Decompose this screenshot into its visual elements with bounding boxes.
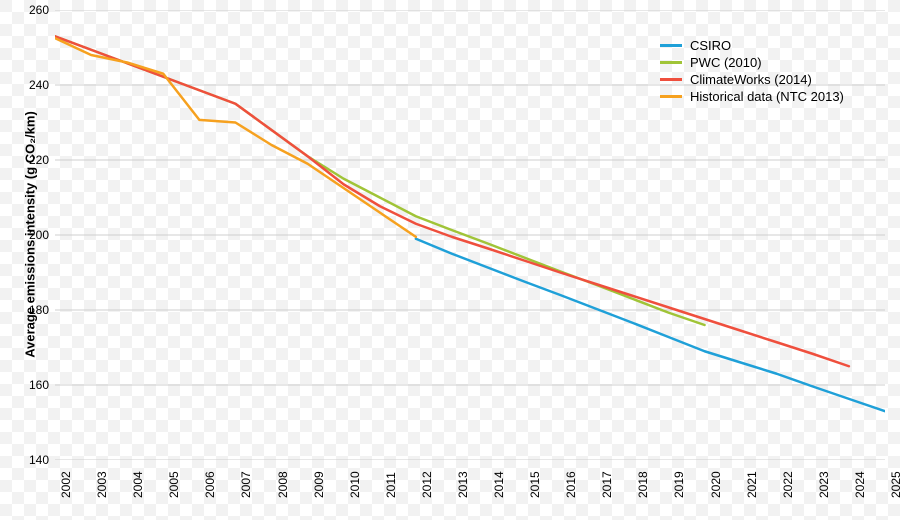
x-tick-label: 2007 — [239, 471, 253, 498]
x-tick-label: 2005 — [167, 471, 181, 498]
legend-label: ClimateWorks (2014) — [690, 72, 812, 87]
x-tick-label: 2025 — [889, 471, 900, 498]
x-tick-label: 2008 — [276, 471, 290, 498]
y-tick-label: 160 — [15, 378, 49, 392]
y-tick-label: 220 — [15, 153, 49, 167]
legend-swatch — [660, 95, 682, 98]
x-tick-label: 2023 — [817, 471, 831, 498]
legend-swatch — [660, 61, 682, 64]
legend-label: PWC (2010) — [690, 55, 762, 70]
legend-item: CSIRO — [660, 38, 844, 53]
legend-label: Historical data (NTC 2013) — [690, 89, 844, 104]
emissions-line-chart: Average emissions intensity (g CO₂/km) C… — [0, 0, 900, 520]
legend-label: CSIRO — [690, 38, 731, 53]
x-tick-label: 2019 — [672, 471, 686, 498]
x-tick-label: 2011 — [384, 472, 398, 498]
x-tick-label: 2006 — [203, 471, 217, 498]
x-tick-label: 2015 — [528, 471, 542, 498]
x-tick-label: 2012 — [420, 471, 434, 498]
legend-swatch — [660, 78, 682, 81]
legend-item: PWC (2010) — [660, 55, 844, 70]
legend-item: ClimateWorks (2014) — [660, 72, 844, 87]
legend-swatch — [660, 44, 682, 47]
x-tick-label: 2004 — [131, 471, 145, 498]
x-tick-label: 2003 — [95, 471, 109, 498]
x-tick-label: 2017 — [600, 471, 614, 498]
x-tick-label: 2009 — [312, 471, 326, 498]
x-tick-label: 2020 — [709, 471, 723, 498]
x-tick-label: 2013 — [456, 471, 470, 498]
x-tick-label: 2010 — [348, 471, 362, 498]
x-tick-label: 2022 — [781, 471, 795, 498]
x-tick-label: 2021 — [745, 471, 759, 498]
series-line-historical-data-ntc-2013- — [55, 38, 416, 237]
x-tick-label: 2014 — [492, 471, 506, 498]
x-tick-label: 2016 — [564, 471, 578, 498]
x-tick-label: 2018 — [636, 471, 650, 498]
y-tick-label: 180 — [15, 303, 49, 317]
series-line-pwc-2010- — [55, 36, 705, 325]
y-tick-label: 200 — [15, 228, 49, 242]
legend: CSIRO PWC (2010) ClimateWorks (2014) Histor… — [660, 38, 844, 106]
legend-item: Historical data (NTC 2013) — [660, 89, 844, 104]
y-tick-label: 240 — [15, 78, 49, 92]
x-tick-label: 2002 — [59, 471, 73, 498]
x-tick-label: 2024 — [853, 471, 867, 498]
y-tick-label: 260 — [15, 3, 49, 17]
y-tick-label: 140 — [15, 453, 49, 467]
